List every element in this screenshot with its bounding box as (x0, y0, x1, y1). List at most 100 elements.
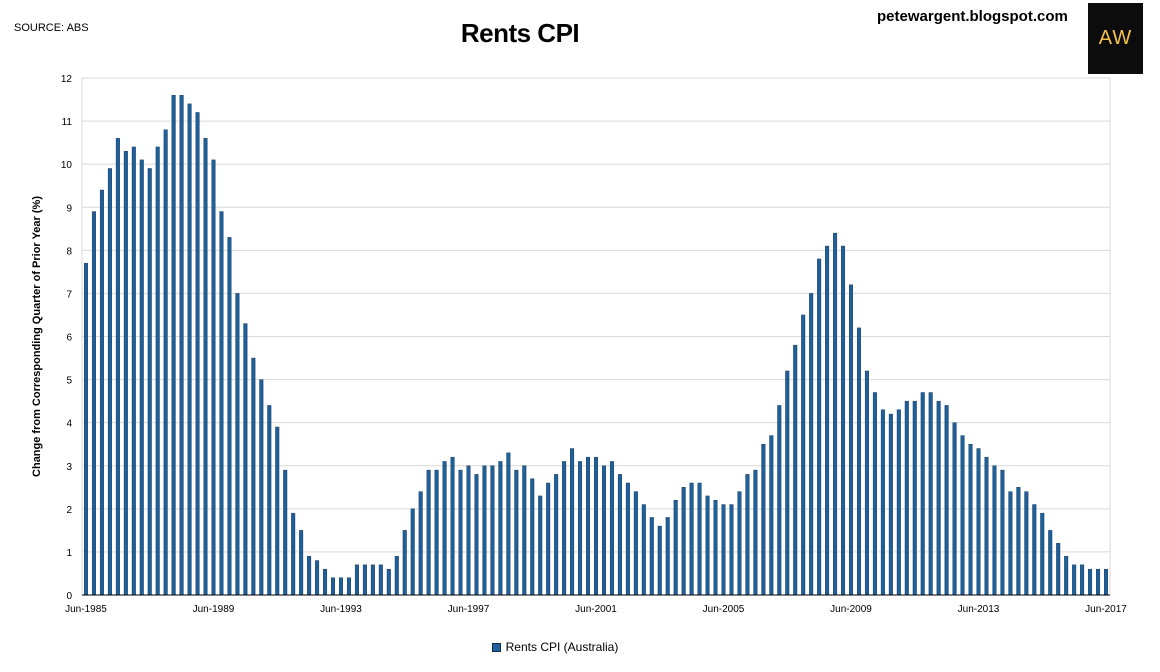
bar (896, 409, 901, 596)
bar (960, 435, 965, 596)
bar (1048, 530, 1053, 596)
bar (418, 491, 423, 596)
bar (546, 482, 551, 596)
bar (833, 232, 838, 596)
bar (331, 577, 336, 596)
bar (275, 426, 280, 596)
bar (1016, 487, 1021, 596)
bar (466, 465, 471, 596)
bar (586, 456, 591, 596)
bar (801, 314, 806, 596)
bar (147, 168, 152, 596)
bar (920, 392, 925, 596)
bar (689, 482, 694, 596)
bar (219, 211, 224, 596)
bar (992, 465, 997, 596)
bar (115, 138, 120, 596)
bar (1056, 543, 1061, 596)
x-tick-label: Jun-2001 (575, 604, 617, 615)
bar (283, 469, 288, 596)
bar (793, 344, 798, 596)
bar (243, 323, 248, 596)
bar (641, 504, 646, 596)
bar (386, 568, 391, 596)
bar (649, 517, 654, 596)
bar (1080, 564, 1085, 596)
bar (458, 469, 463, 596)
bar (976, 448, 981, 596)
bar (227, 237, 232, 596)
bar (522, 465, 527, 596)
bar (378, 564, 383, 596)
bar (721, 504, 726, 596)
y-tick-label: 1 (66, 548, 72, 559)
bar (984, 456, 989, 596)
bar (315, 560, 320, 596)
bar (450, 456, 455, 596)
bar (554, 474, 559, 596)
x-tick-label: Jun-1985 (65, 604, 107, 615)
legend-label: Rents CPI (Australia) (505, 640, 619, 654)
bar (362, 564, 367, 596)
bar (323, 568, 328, 596)
bar (713, 500, 718, 596)
y-tick-label: 4 (66, 419, 72, 430)
bar (235, 293, 240, 596)
chart-title: Rents CPI (460, 18, 580, 48)
bar (601, 465, 606, 596)
bar (1088, 568, 1093, 596)
bar (562, 461, 567, 596)
bar (705, 495, 710, 596)
bar (1104, 568, 1109, 596)
bar (187, 103, 192, 596)
bar (346, 577, 351, 596)
bar (841, 245, 846, 596)
bar (697, 482, 702, 596)
y-tick-label: 0 (66, 591, 72, 602)
bar (538, 495, 543, 596)
bar (681, 487, 686, 596)
y-tick-label: 8 (66, 246, 72, 257)
bar (1040, 512, 1045, 596)
bar (1032, 504, 1037, 596)
bar (625, 482, 630, 596)
bar (809, 293, 814, 596)
bar (729, 504, 734, 596)
bar (769, 435, 774, 596)
bar (163, 129, 168, 596)
bar (936, 400, 941, 596)
site-url: petewargent.blogspot.com (877, 8, 1068, 25)
bar (1072, 564, 1077, 596)
bar (354, 564, 359, 596)
bar (849, 284, 854, 596)
bar (633, 491, 638, 596)
bar (291, 512, 296, 596)
bar (570, 448, 575, 596)
x-tick-label: Jun-2009 (830, 604, 872, 615)
bar (1096, 568, 1101, 596)
bar (777, 405, 782, 596)
bar (195, 112, 200, 596)
bar (785, 370, 790, 596)
bar (267, 405, 272, 596)
bar (179, 95, 184, 596)
bar (339, 577, 343, 596)
bar (1000, 469, 1005, 596)
x-tick-label: Jun-1997 (448, 604, 490, 615)
bar (307, 556, 312, 596)
bar (817, 258, 822, 596)
bar (673, 500, 678, 596)
bars (83, 95, 1109, 596)
bar (864, 370, 869, 596)
bar (442, 461, 447, 596)
y-tick-label: 3 (66, 462, 72, 473)
bar (203, 138, 208, 596)
bar (259, 379, 264, 596)
y-tick-label: 7 (66, 289, 72, 300)
bar (928, 392, 933, 596)
x-tick-label: Jun-1993 (320, 604, 362, 615)
bar (594, 456, 599, 596)
y-axis-label: Change from Corresponding Quarter of Pri… (31, 196, 43, 477)
bar (107, 168, 112, 596)
bar (737, 491, 742, 596)
